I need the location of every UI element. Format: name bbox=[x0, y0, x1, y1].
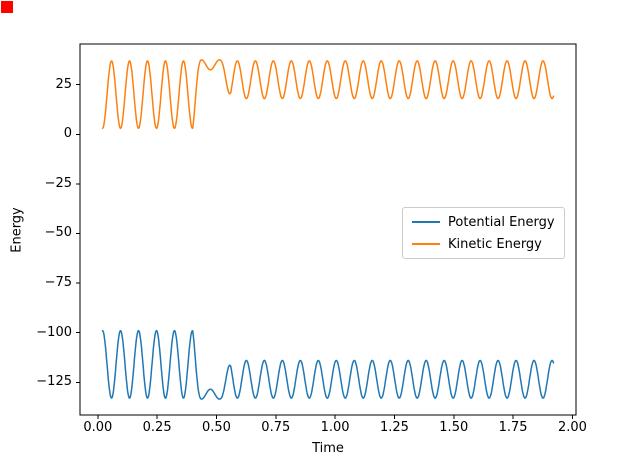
x-tick-label: 1.25 bbox=[379, 420, 409, 435]
legend: Potential Energy Kinetic Energy bbox=[402, 207, 565, 259]
x-tick-label: 2.00 bbox=[557, 420, 587, 435]
legend-label-potential-energy: Potential Energy bbox=[448, 214, 555, 230]
y-tick-label: −50 bbox=[44, 225, 72, 241]
x-tick-label: 0.50 bbox=[201, 420, 231, 435]
potential-energy-line bbox=[101, 329, 555, 400]
kinetic-energy-line-swatch bbox=[412, 243, 440, 245]
y-tick-label: −25 bbox=[44, 175, 72, 191]
legend-label-kinetic-energy: Kinetic Energy bbox=[448, 236, 542, 252]
y-tick-label: −125 bbox=[36, 374, 72, 390]
legend-item-kinetic-energy: Kinetic Energy bbox=[412, 236, 555, 252]
recording-indicator bbox=[1, 1, 13, 13]
y-tick-label: −75 bbox=[44, 275, 72, 291]
y-tick-label: −100 bbox=[36, 324, 72, 340]
x-tick-label: 0.25 bbox=[142, 420, 172, 435]
y-tick-label: 25 bbox=[55, 76, 72, 92]
x-tick-label: 1.50 bbox=[439, 420, 469, 435]
x-axis-label: Time bbox=[312, 441, 344, 456]
x-tick-label: 0.00 bbox=[83, 420, 113, 435]
axes-box bbox=[79, 43, 577, 416]
potential-energy-line-swatch bbox=[412, 221, 440, 223]
x-tick-label: 1.75 bbox=[498, 420, 528, 435]
y-axis-label: Energy bbox=[9, 207, 25, 253]
x-tick-label: 1.00 bbox=[320, 420, 350, 435]
x-tick-label: 0.75 bbox=[261, 420, 291, 435]
kinetic-energy-line bbox=[101, 59, 555, 130]
y-tick-label: 0 bbox=[63, 126, 72, 142]
legend-item-potential-energy: Potential Energy bbox=[412, 214, 555, 230]
